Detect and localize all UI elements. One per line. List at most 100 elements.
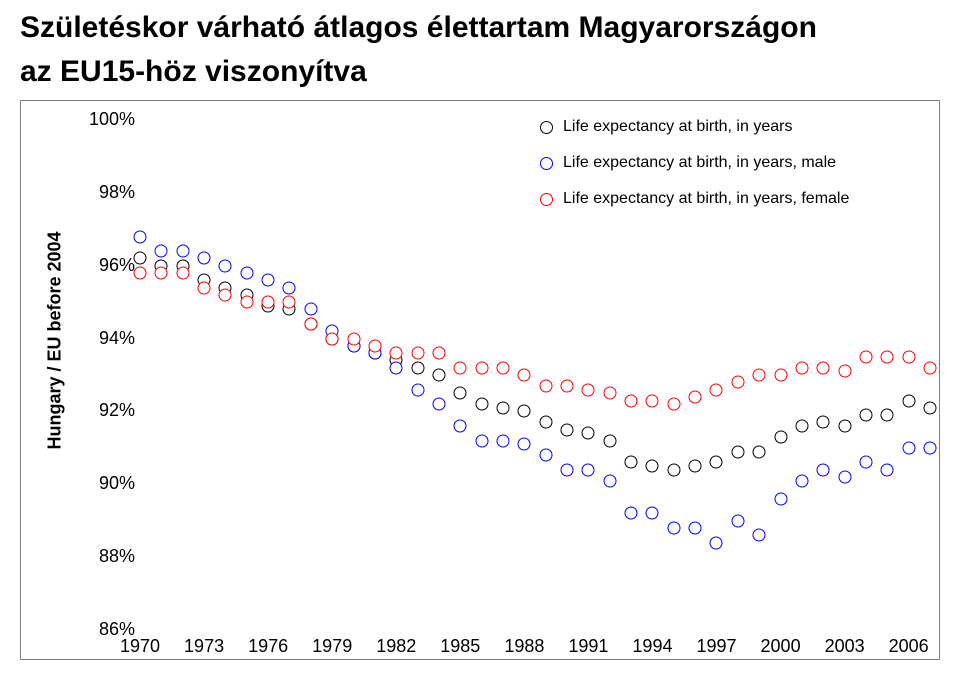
data-point [924,441,937,454]
legend-label: Life expectancy at birth, in years [563,118,792,136]
title-line-1: Születéskor várható átlagos élettartam M… [20,10,940,46]
data-point [198,252,211,265]
data-point [582,463,595,476]
x-tick-label: 2003 [825,636,865,657]
data-point [432,347,445,360]
y-tick-label: 96% [80,255,135,276]
data-point [432,398,445,411]
data-point [795,420,808,433]
data-point [496,361,509,374]
data-point [390,361,403,374]
data-point [667,398,680,411]
title-line-2: az EU15-höz viszonyítva [20,54,940,90]
x-tick-label: 1997 [696,636,736,657]
data-point [475,398,488,411]
legend-label: Life expectancy at birth, in years, fema… [563,190,849,208]
data-point [603,474,616,487]
data-point [347,332,360,345]
data-point [539,379,552,392]
legend-item: Life expectancy at birth, in years, male [540,154,920,172]
data-point [176,245,189,258]
legend-item: Life expectancy at birth, in years, fema… [540,190,920,208]
y-tick-label: 100% [80,109,135,130]
data-point [582,427,595,440]
data-point [753,445,766,458]
data-point [924,401,937,414]
data-point [753,369,766,382]
y-tick-label: 92% [80,400,135,421]
data-point [326,332,339,345]
data-point [475,361,488,374]
data-point [774,369,787,382]
data-point [710,456,723,469]
data-point [689,522,702,535]
data-point [625,394,638,407]
y-tick-label: 88% [80,546,135,567]
data-point [262,274,275,287]
data-point [198,281,211,294]
x-tick-label: 1979 [312,636,352,657]
data-point [134,230,147,243]
data-point [667,522,680,535]
data-point [881,350,894,363]
data-point [240,267,253,280]
data-point [646,507,659,520]
data-point [454,420,467,433]
data-point [368,339,381,352]
data-point [134,267,147,280]
data-point [795,474,808,487]
y-axis-label-container: Hungary / EU before 2004 [36,120,56,630]
data-point [710,383,723,396]
legend-marker-icon [540,157,553,170]
data-point [774,430,787,443]
data-point [838,471,851,484]
data-point [561,463,574,476]
legend-marker-icon [540,193,553,206]
data-point [603,434,616,447]
data-point [625,507,638,520]
data-point [838,420,851,433]
data-point [881,463,894,476]
data-point [902,441,915,454]
data-point [539,416,552,429]
data-point [689,460,702,473]
data-point [411,361,424,374]
data-point [411,347,424,360]
data-point [390,347,403,360]
data-point [646,460,659,473]
legend-label: Life expectancy at birth, in years, male [563,154,836,172]
data-point [155,267,168,280]
data-point [710,536,723,549]
y-tick-label: 90% [80,473,135,494]
data-point [774,492,787,505]
data-point [731,376,744,389]
data-point [240,296,253,309]
data-point [454,387,467,400]
data-point [625,456,638,469]
data-point [817,463,830,476]
data-point [859,350,872,363]
data-point [838,365,851,378]
legend-item: Life expectancy at birth, in years [540,118,920,136]
x-tick-label: 1982 [376,636,416,657]
data-point [262,296,275,309]
x-tick-label: 1970 [120,636,160,657]
data-point [689,390,702,403]
x-tick-label: 2006 [889,636,929,657]
data-point [155,245,168,258]
x-tick-label: 1991 [568,636,608,657]
y-axis-label: Hungary / EU before 2004 [45,231,66,449]
data-point [176,267,189,280]
data-point [859,409,872,422]
data-point [731,445,744,458]
y-tick-label: 98% [80,182,135,203]
data-point [518,369,531,382]
data-point [432,369,445,382]
data-point [817,416,830,429]
data-point [561,423,574,436]
data-point [134,252,147,265]
legend-marker-icon [540,121,553,134]
x-tick-label: 1973 [184,636,224,657]
data-point [496,434,509,447]
data-point [924,361,937,374]
